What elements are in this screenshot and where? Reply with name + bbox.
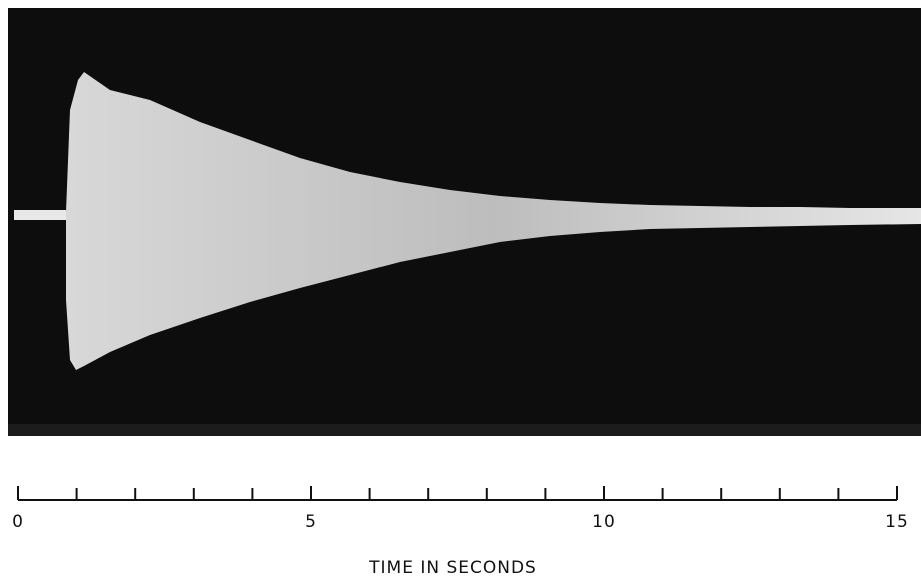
x-tick-label: 15 <box>885 512 909 532</box>
x-axis-label: TIME IN SECONDS <box>368 558 537 576</box>
baseline-trace <box>14 210 66 220</box>
x-tick-label: 10 <box>592 512 616 532</box>
x-tick-label: 0 <box>12 512 24 532</box>
x-tick-label: 5 <box>305 512 317 532</box>
screen-edge <box>8 424 921 436</box>
decay-envelope <box>66 72 921 370</box>
